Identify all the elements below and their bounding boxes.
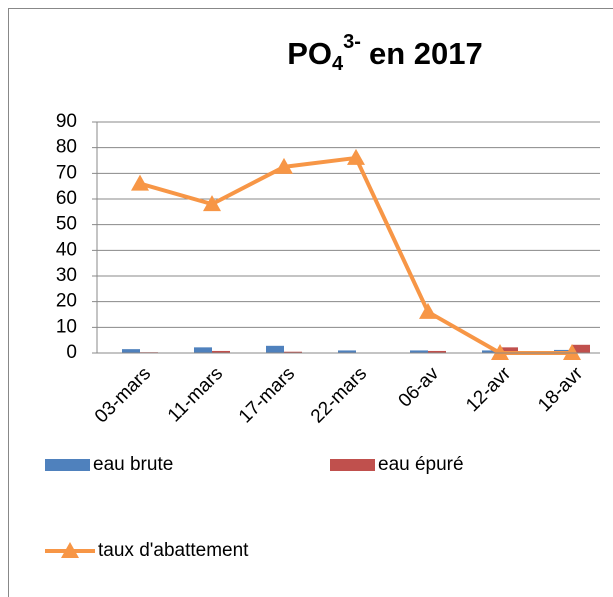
bar [122, 349, 140, 353]
marker [347, 148, 365, 165]
bar [482, 350, 500, 353]
y-tick-label: 30 [56, 265, 77, 286]
bar [428, 350, 446, 353]
bar [410, 350, 428, 353]
chart-title: PO43- en 2017 [287, 31, 482, 75]
title-base: PO [287, 36, 332, 71]
title-sub: 4 [332, 53, 344, 75]
title-sup: 3- [343, 31, 361, 53]
marker [563, 344, 581, 360]
marker [275, 157, 293, 174]
marker [491, 344, 509, 360]
title-rest: en 2017 [369, 36, 483, 71]
y-tick-label: 50 [56, 214, 77, 235]
bar [284, 351, 302, 353]
bar [500, 347, 518, 353]
y-tick-label: 60 [56, 188, 77, 209]
y-tick-label: 40 [56, 239, 77, 260]
legend-marker [61, 542, 79, 558]
legend-swatch [45, 459, 90, 471]
legend-swatch [330, 459, 375, 471]
bar [212, 350, 230, 353]
y-tick-label: 80 [56, 137, 77, 158]
y-tick-label: 0 [66, 342, 77, 363]
y-tick-label: 70 [56, 162, 77, 183]
marker [203, 195, 221, 212]
y-tick-label: 90 [56, 111, 77, 132]
y-tick-label: 10 [56, 316, 77, 337]
legend-label: eau brute [93, 454, 173, 475]
bar [338, 350, 356, 353]
marker [131, 174, 149, 191]
chart-frame [8, 8, 613, 597]
legend-label: taux d'abattement [98, 540, 249, 561]
bar [266, 345, 284, 353]
bar [572, 344, 590, 353]
y-tick-label: 20 [56, 291, 77, 312]
marker [419, 302, 437, 319]
bar [194, 347, 212, 353]
legend-label: eau épuré [378, 454, 464, 475]
